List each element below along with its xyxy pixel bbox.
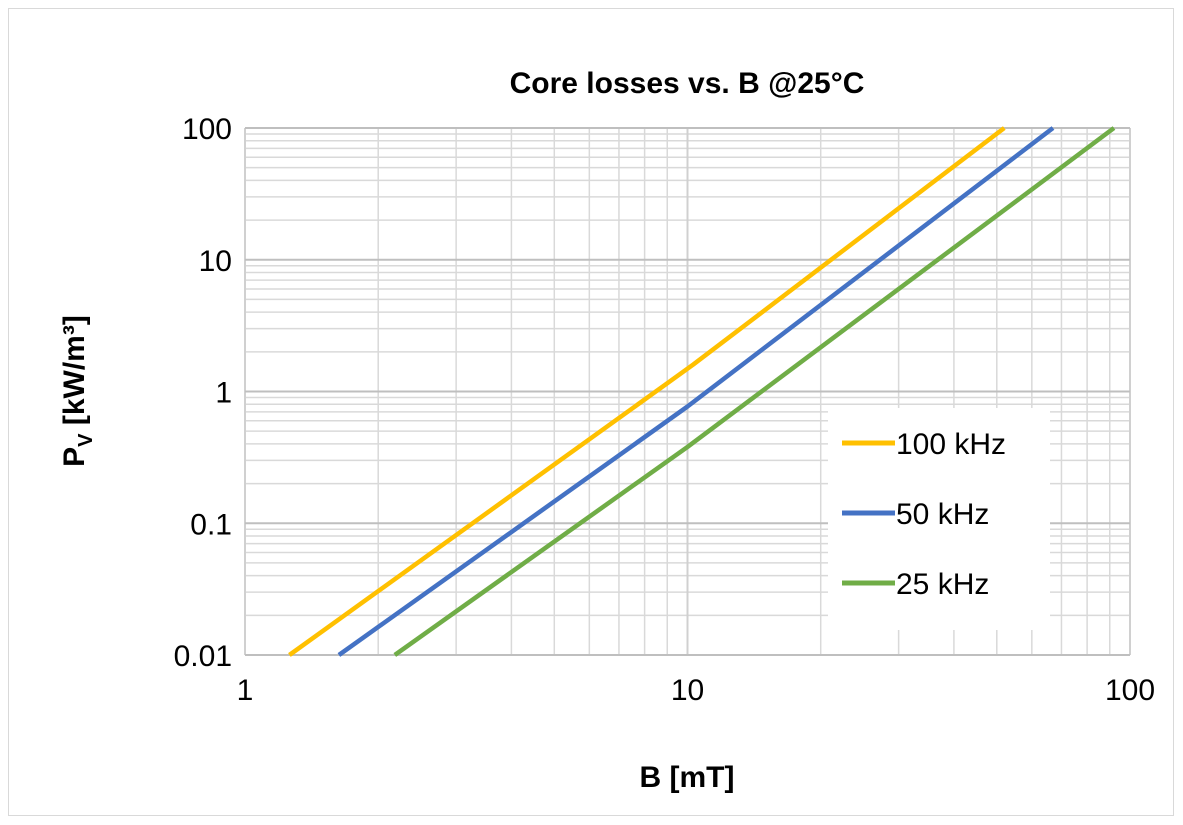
- x-tick-label: 10: [671, 674, 704, 707]
- chart-title: Core losses vs. B @25°C: [510, 67, 865, 100]
- y-tick-label: 1: [215, 377, 232, 410]
- y-axis-title-unit: [kW/m³]: [58, 315, 91, 433]
- series-lines: [288, 126, 1116, 657]
- y-tick-labels: 100 10 1 0.1 0.01: [174, 113, 232, 673]
- series-line-100-khz: [288, 126, 1006, 657]
- y-axis-title: PV [kW/m³]: [58, 315, 97, 467]
- major-gridlines: [244, 127, 1131, 656]
- y-tick-label: 100: [182, 113, 232, 146]
- y-axis-title-main: P: [58, 447, 91, 467]
- legend-label: 50 kHz: [896, 498, 989, 531]
- series-line-50-khz: [337, 126, 1055, 657]
- legend-label: 25 kHz: [896, 568, 989, 601]
- x-tick-label: 1: [237, 674, 254, 707]
- legend: 100 kHz 50 kHz 25 kHz: [828, 408, 1050, 630]
- x-axis-title: B [mT]: [640, 761, 735, 794]
- y-axis-title-subscript: V: [75, 433, 97, 447]
- y-tick-label: 10: [199, 245, 232, 278]
- legend-label: 100 kHz: [896, 428, 1006, 461]
- series-line-25-khz: [393, 126, 1116, 657]
- x-tick-labels: 1 10 100: [237, 674, 1155, 707]
- y-tick-label: 0.01: [174, 640, 232, 673]
- y-tick-label: 0.1: [190, 508, 232, 541]
- x-tick-label: 100: [1105, 674, 1155, 707]
